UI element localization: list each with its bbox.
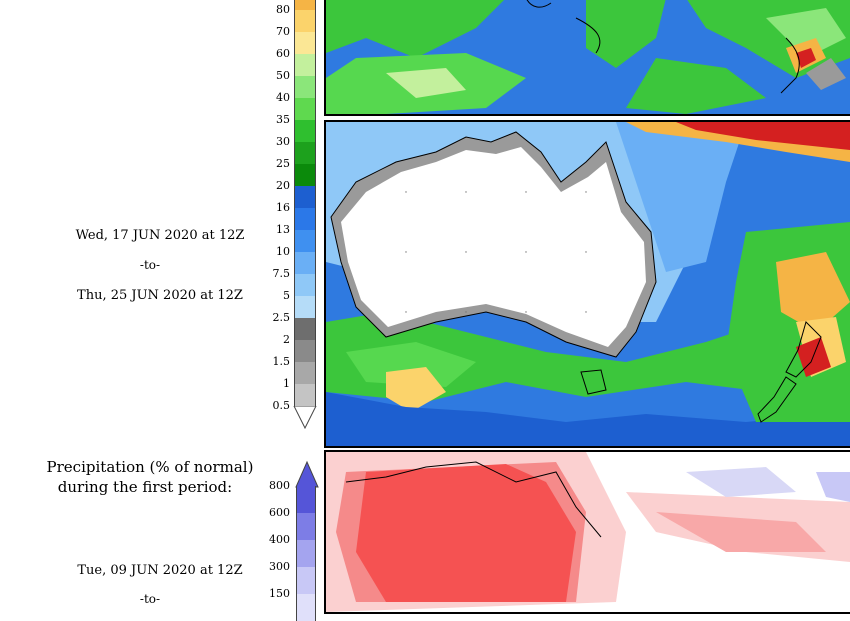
- precip-colorbar-end-triangle: [293, 406, 317, 430]
- period1-start-label: Tue, 09 JUN 2020 at 12Z: [77, 563, 243, 578]
- precip-colorbar-swatch: [294, 274, 316, 296]
- percent-colorbar-swatch: [296, 486, 316, 513]
- precip-colorbar-swatch: [294, 230, 316, 252]
- precip-colorbar-swatch: [294, 76, 316, 98]
- precip-colorbar-label: 16: [276, 201, 290, 214]
- percent-colorbar-swatch: [296, 540, 316, 567]
- precip-colorbar-label: 40: [276, 91, 290, 104]
- precip-colorbar-label: 25: [276, 157, 290, 170]
- percent-colorbar-label: 150: [269, 587, 290, 600]
- precip-colorbar-label: 35: [276, 113, 290, 126]
- precip-colorbar-swatch: [294, 362, 316, 384]
- precip-colorbar-label: 2: [283, 333, 290, 346]
- precip-colorbar-swatch: [294, 252, 316, 274]
- precip-colorbar-label: 2.5: [272, 311, 291, 324]
- precip-colorbar-label: 50: [276, 69, 290, 82]
- precip-colorbar-swatch: [294, 318, 316, 340]
- precip-colorbar-label: 5: [283, 289, 290, 302]
- precip-colorbar-label: 60: [276, 47, 290, 60]
- precip-colorbar-label: 13: [276, 223, 290, 236]
- percent-colorbar-label: 800: [269, 479, 290, 492]
- percent-colorbar-swatch: [296, 513, 316, 540]
- precip-colorbar-swatch: [294, 186, 316, 208]
- percent-colorbar-swatch: [296, 594, 316, 621]
- map-panel-accumulated-precipitation: [324, 120, 850, 448]
- precipitation-colorbar: 80 70 60 50 40 35 30 25 20 16 13 10 7.5 5 2.5 2 1.5 1 0.5: [254, 0, 324, 430]
- precip-colorbar-swatch: [294, 32, 316, 54]
- precip-colorbar-label: 1.5: [272, 355, 291, 368]
- percent-colorbar-label: 400: [269, 533, 290, 546]
- precip-colorbar-swatch: [294, 54, 316, 76]
- precip-colorbar-swatch: [294, 384, 316, 406]
- period1-separator: -to-: [139, 592, 161, 606]
- period2-start-label: Wed, 17 JUN 2020 at 12Z: [75, 228, 245, 243]
- precip-colorbar-swatch: [294, 10, 316, 32]
- period2-end-label: Thu, 25 JUN 2020 at 12Z: [77, 288, 243, 303]
- precip-colorbar-label: 0.5: [272, 399, 291, 412]
- precip-colorbar-swatch: [294, 164, 316, 186]
- section-title-line2: during the first period:: [57, 478, 233, 496]
- precip-colorbar-swatch: [294, 142, 316, 164]
- precip-colorbar-swatch: [294, 120, 316, 142]
- precip-colorbar-swatch: [294, 296, 316, 318]
- precip-colorbar-label: 7.5: [272, 267, 291, 280]
- precip-colorbar-label: 30: [276, 135, 290, 148]
- precip-colorbar-swatch: [294, 0, 316, 10]
- precip-colorbar-swatch: [294, 208, 316, 230]
- map-panel-previous: [324, 0, 850, 116]
- precip-colorbar-swatch: [294, 98, 316, 120]
- percent-colorbar-swatch: [296, 567, 316, 594]
- precip-colorbar-label: 10: [276, 245, 290, 258]
- percent-colorbar-top-triangle: [295, 460, 319, 488]
- section-title-line1: Precipitation (% of normal): [46, 458, 254, 476]
- percent-colorbar-label: 600: [269, 506, 290, 519]
- precip-colorbar-label: 1: [283, 377, 290, 390]
- precip-colorbar-label: 20: [276, 179, 290, 192]
- percent-colorbar-label: 300: [269, 560, 290, 573]
- map-panel-percent-of-normal: [324, 450, 850, 614]
- percent-colorbar: 800 600 400 300 150: [254, 460, 324, 621]
- precip-colorbar-label: 80: [276, 3, 290, 16]
- precip-colorbar-swatch: [294, 340, 316, 362]
- precip-colorbar-label: 70: [276, 25, 290, 38]
- period2-separator: -to-: [139, 258, 161, 272]
